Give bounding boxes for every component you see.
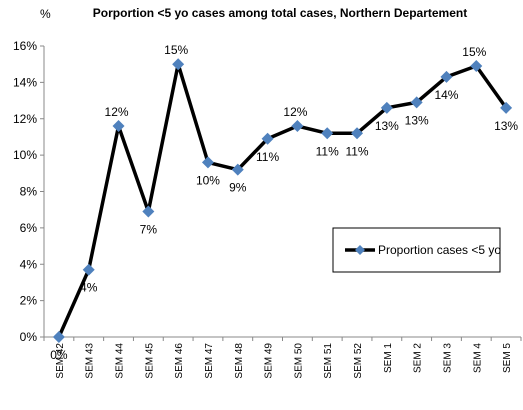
data-label: 15% [462, 45, 486, 59]
data-label: 11% [316, 144, 339, 158]
x-tick-label: SEM 42 [55, 343, 66, 379]
data-point [440, 70, 453, 83]
data-point [82, 263, 95, 276]
data-label: 12% [105, 105, 129, 119]
data-label: 7% [140, 223, 158, 237]
data-label: 11% [256, 150, 279, 164]
series-line [57, 62, 508, 338]
data-point [201, 156, 214, 169]
data-point [142, 205, 155, 218]
data-point [52, 331, 65, 343]
data-point [172, 58, 185, 71]
data-point [500, 101, 513, 114]
data-point [231, 163, 244, 176]
data-point [380, 101, 393, 114]
data-label: 13% [405, 113, 429, 127]
x-tick-label: SEM 43 [85, 343, 96, 379]
x-tick-label: SEM 52 [353, 343, 364, 379]
legend-label: Proportion cases <5 yo [378, 243, 501, 257]
x-tick-label: SEM 51 [323, 343, 334, 379]
data-label: 15% [164, 43, 188, 57]
x-tick-label: SEM 4 [472, 343, 483, 373]
y-tick-label: 8% [20, 185, 38, 199]
legend-marker [355, 245, 365, 255]
x-tick-label: SEM 5 [502, 343, 513, 373]
data-label: 14% [434, 88, 458, 102]
data-point [470, 60, 483, 73]
data-label: 11% [345, 144, 368, 158]
y-tick-label: 10% [13, 148, 37, 162]
y-tick-label: 16% [13, 39, 37, 53]
data-label: 12% [283, 105, 307, 119]
x-tick-label: SEM 50 [293, 343, 304, 379]
y-tick-label: 0% [20, 330, 38, 344]
x-tick-label: SEM 49 [264, 343, 275, 379]
y-tick-label: 14% [13, 75, 37, 89]
x-tick-label: SEM 2 [413, 343, 424, 373]
y-axis-label: % [40, 7, 51, 21]
data-point [291, 120, 304, 133]
data-label: 10% [196, 173, 220, 187]
x-tick-label: SEM 45 [144, 343, 155, 379]
data-label: 4% [80, 281, 98, 295]
y-tick-label: 4% [20, 257, 38, 271]
data-label: 9% [229, 181, 247, 195]
data-point [351, 127, 364, 140]
y-tick-label: 2% [20, 294, 38, 308]
data-point [112, 120, 125, 133]
y-tick-label: 6% [20, 221, 38, 235]
x-tick-label: SEM 1 [383, 343, 394, 373]
x-tick-label: SEM 3 [442, 343, 453, 373]
chart-title: Porportion <5 yo cases among total cases… [93, 6, 467, 20]
x-tick-label: SEM 46 [174, 343, 185, 379]
y-tick-label: 12% [13, 112, 37, 126]
data-label: 0% [50, 348, 68, 362]
data-point [410, 96, 423, 109]
data-point [321, 127, 334, 140]
data-label: 13% [494, 119, 518, 133]
x-tick-label: SEM 48 [234, 343, 245, 379]
data-label: 13% [375, 119, 399, 133]
data-point [261, 132, 274, 145]
x-tick-label: SEM 47 [204, 343, 215, 379]
x-tick-label: SEM 44 [115, 343, 126, 379]
